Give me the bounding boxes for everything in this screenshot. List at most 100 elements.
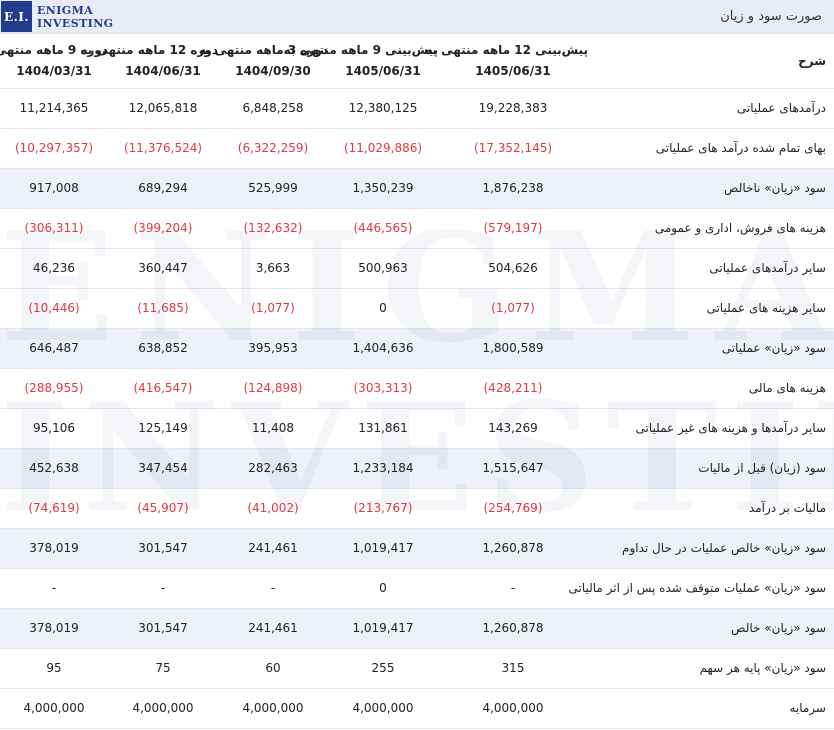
- column-header-date: 1404/09/30: [235, 64, 311, 78]
- table-cell: 646,487: [29, 341, 79, 355]
- table-cell: 282,463: [248, 461, 298, 475]
- table-row: 646,487 638,852 395,953 1,404,636 1,800,589 س…: [0, 329, 834, 369]
- table-cell: 1,876,238: [482, 181, 544, 195]
- table-header: دوره 9 ماهه منتهی به 1404/03/31 دوره 12 …: [0, 34, 834, 89]
- table-cell: 12,065,818: [128, 101, 198, 115]
- table-cell: (10,446): [28, 301, 80, 315]
- table-cell: 0: [379, 581, 387, 595]
- table-cell: (10,297,357): [14, 141, 94, 155]
- table-cell: (132,632): [243, 221, 303, 235]
- row-label: مالیات بر درآمد: [748, 501, 826, 515]
- table-cell: (17,352,145): [473, 141, 553, 155]
- table-cell: -: [51, 581, 57, 595]
- table-cell: (11,376,524): [123, 141, 203, 155]
- table-cell: (45,907): [137, 501, 189, 515]
- table-row: 378,019 301,547 241,461 1,019,417 1,260,878 س…: [0, 529, 834, 569]
- column-header-period: پیش‌بینی 12 ماهه منتهی به: [425, 43, 588, 57]
- column-header: دوره 3 ماهه منتهی به 1404/09/30: [198, 34, 328, 88]
- table-cell: 241,461: [248, 541, 298, 555]
- table-cell: 1,260,878: [482, 541, 544, 555]
- row-label: هزینه های فروش، اداری و عمومی: [654, 221, 826, 235]
- table-cell: 1,019,417: [352, 621, 414, 635]
- column-header-period: دوره 9 ماهه منتهی به: [0, 43, 108, 57]
- column-header: پیش‌بینی 12 ماهه منتهی به 1405/06/31: [425, 34, 588, 88]
- table-cell: 395,953: [248, 341, 298, 355]
- logo-mark: E.I.: [1, 1, 32, 32]
- row-label: سایر درآمدهای عملیاتی: [709, 261, 826, 275]
- table-cell: (6,322,259): [237, 141, 309, 155]
- table-cell: 504,626: [488, 261, 538, 275]
- table-cell: -: [270, 581, 276, 595]
- table-cell: 131,861: [358, 421, 408, 435]
- table-row: 917,008 689,294 525,999 1,350,239 1,876,238 س…: [0, 169, 834, 209]
- table-row: (288,955) (416,547) (124,898) (303,313) (428…: [0, 369, 834, 409]
- table-cell: 378,019: [29, 621, 79, 635]
- table-cell: (428,211): [483, 381, 543, 395]
- column-header-date: 1405/06/31: [475, 64, 551, 78]
- table-cell: 4,000,000: [132, 701, 194, 715]
- table-cell: 60: [265, 661, 281, 675]
- table-cell: 11,214,365: [19, 101, 89, 115]
- table-cell: (288,955): [24, 381, 84, 395]
- table-cell: 1,260,878: [482, 621, 544, 635]
- table-cell: (579,197): [483, 221, 543, 235]
- table-cell: 12,380,125: [348, 101, 418, 115]
- table-cell: (1,077): [251, 301, 295, 315]
- row-label: سود «زیان» خالص: [731, 621, 826, 635]
- table-cell: (446,565): [353, 221, 413, 235]
- table-row: 4,000,000 4,000,000 4,000,000 4,000,000 4,00…: [0, 689, 834, 729]
- table-cell: (254,769): [483, 501, 543, 515]
- row-label: هزینه های مالی: [748, 381, 826, 395]
- page-title: صورت سود و زیان: [720, 9, 822, 24]
- table-cell: 917,008: [29, 181, 79, 195]
- table-row: 452,638 347,454 282,463 1,233,184 1,515,647 س…: [0, 449, 834, 489]
- row-label: سایر درآمدها و هزینه های غیر عملیاتی: [635, 421, 826, 435]
- table-cell: 6,848,258: [242, 101, 304, 115]
- table-cell: 301,547: [138, 621, 188, 635]
- income-statement-table: 11,214,365 12,065,818 6,848,258 12,380,125 1…: [0, 89, 834, 729]
- table-cell: 1,404,636: [352, 341, 414, 355]
- table-cell: 125,149: [138, 421, 188, 435]
- table-cell: 4,000,000: [242, 701, 304, 715]
- table-cell: 255: [371, 661, 395, 675]
- table-cell: 95: [46, 661, 62, 675]
- column-header-period: دوره 12 ماهه منتهی به: [80, 43, 218, 57]
- table-cell: (11,029,886): [343, 141, 423, 155]
- table-row: (10,297,357) (11,376,524) (6,322,259) (11,0…: [0, 129, 834, 169]
- table-cell: 46,236: [33, 261, 75, 275]
- table-cell: 638,852: [138, 341, 188, 355]
- table-row: 46,236 360,447 3,663 500,963 504,626 سایر درآ…: [0, 249, 834, 289]
- description-column-header: شرح: [798, 54, 826, 68]
- table-cell: 347,454: [138, 461, 188, 475]
- row-label: سود (زیان) قبل از مالیات: [698, 461, 826, 475]
- column-header: پیش‌بینی 9 ماهه منتهی به 1405/06/31: [283, 34, 439, 88]
- row-label: سود «زیان» پایه هر سهم: [699, 661, 826, 675]
- brand-logo: E.I. ENIGMA INVESTING: [0, 0, 113, 33]
- table-cell: 452,638: [29, 461, 79, 475]
- column-header-period: دوره 3 ماهه منتهی به: [198, 43, 328, 57]
- table-cell: -: [160, 581, 166, 595]
- table-cell: 4,000,000: [23, 701, 85, 715]
- table-row: 95,106 125,149 11,408 131,861 143,269 سایر در…: [0, 409, 834, 449]
- table-cell: 315: [501, 661, 525, 675]
- column-header: دوره 12 ماهه منتهی به 1404/06/31: [80, 34, 218, 88]
- table-row: 11,214,365 12,065,818 6,848,258 12,380,125 1…: [0, 89, 834, 129]
- table-row: (74,619) (45,907) (41,002) (213,767) (254,76…: [0, 489, 834, 529]
- table-cell: (416,547): [133, 381, 193, 395]
- table-row: (306,311) (399,204) (132,632) (446,565) (579…: [0, 209, 834, 249]
- table-cell: (306,311): [24, 221, 84, 235]
- column-header-period: پیش‌بینی 9 ماهه منتهی به: [283, 43, 439, 57]
- row-label: سود «زیان» عملیات متوقف شده پس از اثر ما…: [568, 581, 826, 595]
- row-label: سود «زیان» ناخالص: [724, 181, 826, 195]
- table-cell: 143,269: [488, 421, 538, 435]
- table-cell: 3,663: [255, 261, 291, 275]
- table-cell: (399,204): [133, 221, 193, 235]
- table-cell: 525,999: [248, 181, 298, 195]
- table-cell: (74,619): [28, 501, 80, 515]
- table-cell: -: [510, 581, 516, 595]
- table-cell: (303,313): [353, 381, 413, 395]
- row-label: سود «زیان» خالص عملیات در حال تداوم: [622, 541, 826, 555]
- table-cell: (124,898): [243, 381, 303, 395]
- table-cell: (213,767): [353, 501, 413, 515]
- table-cell: 4,000,000: [352, 701, 414, 715]
